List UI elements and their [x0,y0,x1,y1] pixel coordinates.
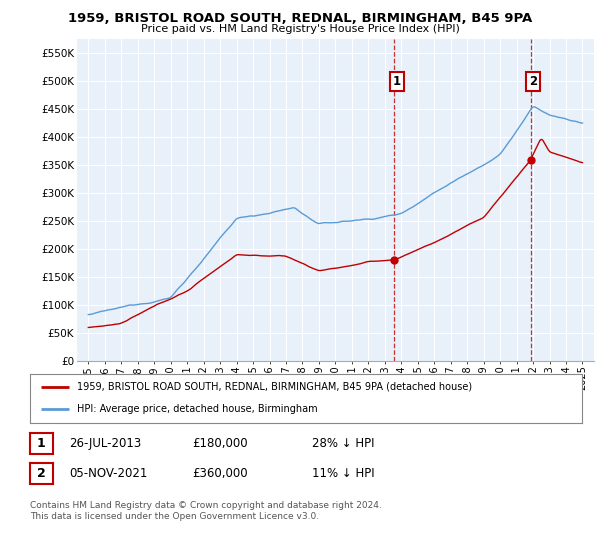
Text: 26-JUL-2013: 26-JUL-2013 [69,437,141,450]
Text: 11% ↓ HPI: 11% ↓ HPI [312,466,374,480]
Text: 2: 2 [37,466,46,480]
Text: £360,000: £360,000 [192,466,248,480]
Text: 1959, BRISTOL ROAD SOUTH, REDNAL, BIRMINGHAM, B45 9PA: 1959, BRISTOL ROAD SOUTH, REDNAL, BIRMIN… [68,12,532,25]
Text: £180,000: £180,000 [192,437,248,450]
Text: 1: 1 [392,74,401,88]
Text: Price paid vs. HM Land Registry's House Price Index (HPI): Price paid vs. HM Land Registry's House … [140,24,460,34]
Text: 1: 1 [37,437,46,450]
Text: Contains HM Land Registry data © Crown copyright and database right 2024.
This d: Contains HM Land Registry data © Crown c… [30,501,382,521]
Text: HPI: Average price, detached house, Birmingham: HPI: Average price, detached house, Birm… [77,404,317,414]
Text: 2: 2 [529,74,537,88]
Text: 05-NOV-2021: 05-NOV-2021 [69,466,148,480]
Text: 1959, BRISTOL ROAD SOUTH, REDNAL, BIRMINGHAM, B45 9PA (detached house): 1959, BRISTOL ROAD SOUTH, REDNAL, BIRMIN… [77,382,472,392]
Text: 28% ↓ HPI: 28% ↓ HPI [312,437,374,450]
